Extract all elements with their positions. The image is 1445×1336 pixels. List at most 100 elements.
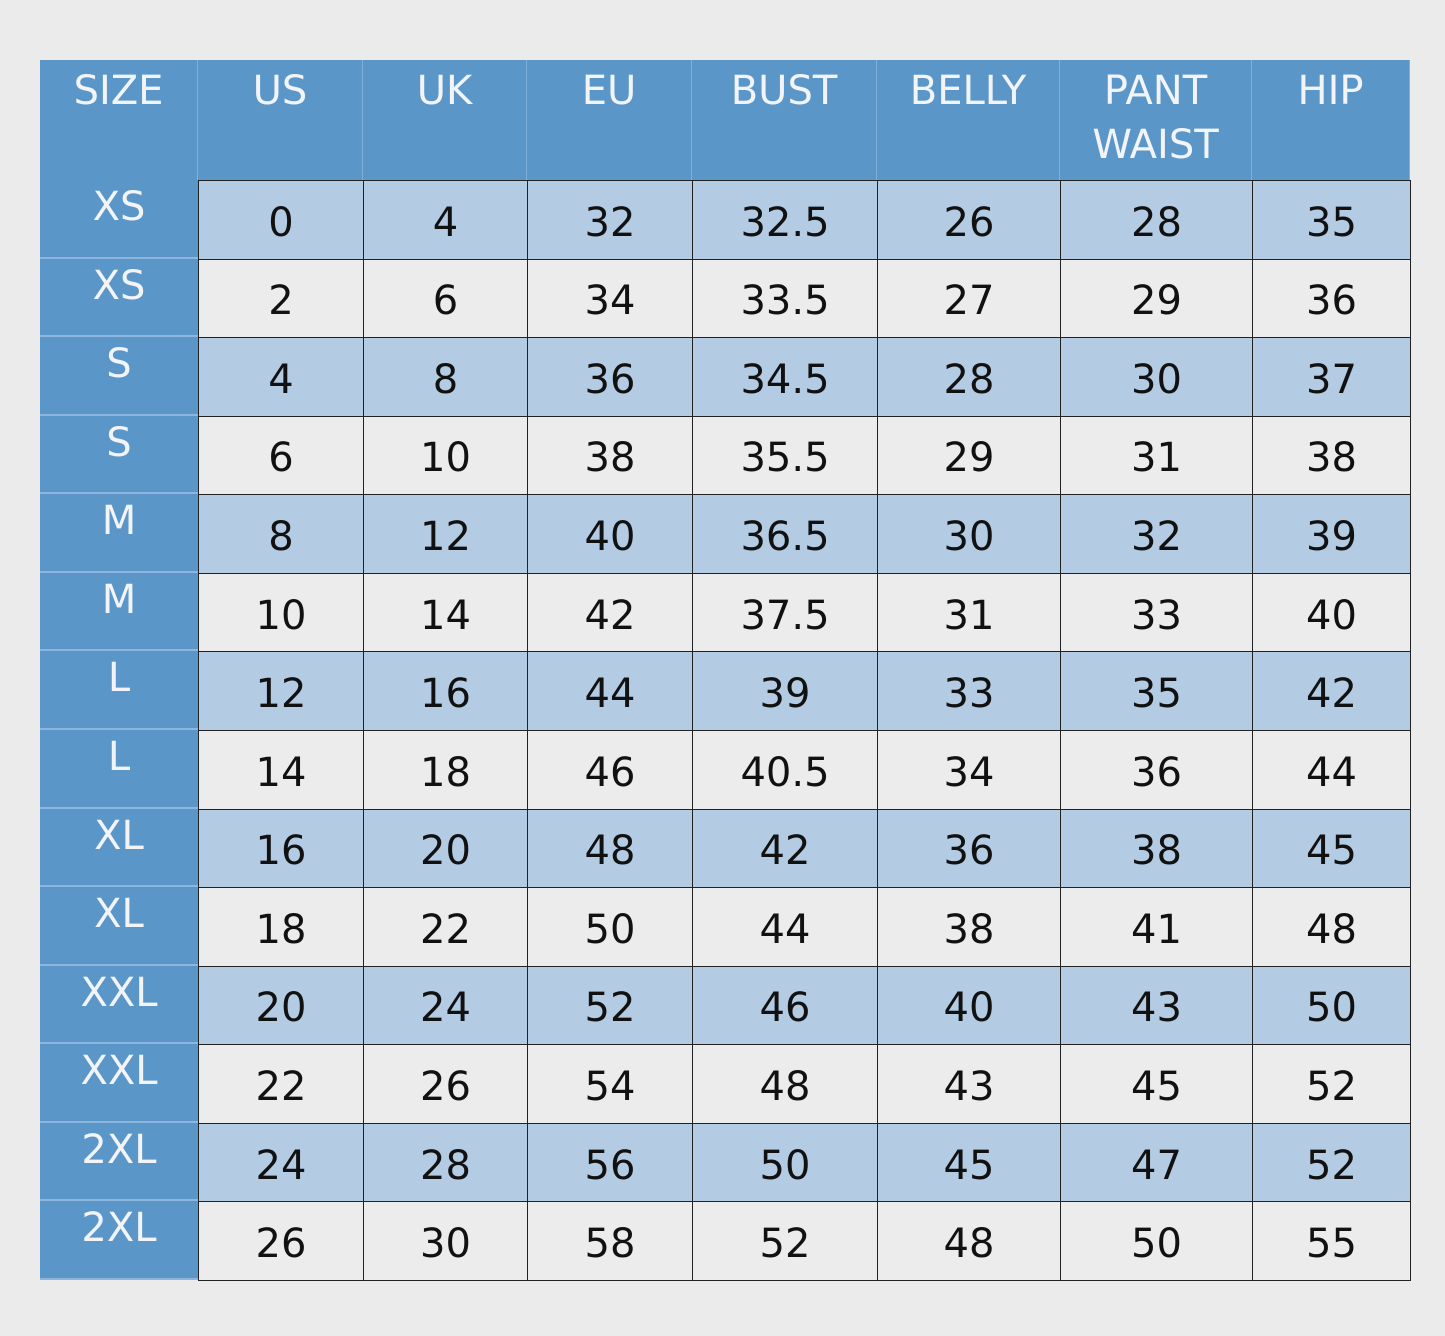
table-cell: 52 — [527, 965, 693, 1046]
column-header: UK — [363, 60, 527, 180]
table-cell: 10 — [363, 415, 528, 496]
table-cell: 45 — [1252, 808, 1411, 889]
table-cell: 39 — [1252, 494, 1411, 574]
table-cell: 22 — [198, 1044, 364, 1124]
table-cell: 50 — [692, 1122, 878, 1203]
table-cell: 38 — [1252, 415, 1411, 496]
table-cell: 43 — [877, 1044, 1061, 1124]
column-header: EU — [527, 60, 692, 180]
table-cell: 35 — [1252, 180, 1411, 260]
size-label: XL — [40, 887, 198, 966]
table-cell: 40 — [1252, 572, 1411, 653]
table-cell: 27 — [877, 258, 1061, 339]
table-cell: 50 — [527, 887, 693, 967]
table-cell: 35 — [1060, 651, 1253, 731]
table-cell: 48 — [877, 1201, 1061, 1281]
table-cell: 8 — [198, 494, 364, 574]
table-cell: 34 — [877, 730, 1061, 810]
table-cell: 10 — [198, 572, 364, 653]
table-cell: 42 — [1252, 651, 1411, 731]
table-cell: 36 — [877, 808, 1061, 889]
table-cell: 36 — [527, 337, 693, 417]
size-label: XS — [40, 180, 198, 259]
table-cell: 50 — [1252, 965, 1411, 1046]
column-header: PANT WAIST — [1060, 60, 1252, 180]
table-cell: 58 — [527, 1201, 693, 1281]
column-header: HIP — [1252, 60, 1410, 180]
table-cell: 16 — [198, 808, 364, 889]
table-cell: 4 — [363, 180, 528, 260]
table-cell: 33.5 — [692, 258, 878, 339]
size-label: XXL — [40, 1044, 198, 1123]
column-header: BUST — [692, 60, 877, 180]
table-cell: 32 — [1060, 494, 1253, 574]
size-label: XS — [40, 258, 198, 338]
column-header: BELLY — [877, 60, 1060, 180]
table-cell: 45 — [877, 1122, 1061, 1203]
table-cell: 12 — [198, 651, 364, 731]
table-cell: 33 — [877, 651, 1061, 731]
table-cell: 44 — [527, 651, 693, 731]
table-cell: 24 — [363, 965, 528, 1046]
table-cell: 44 — [692, 887, 878, 967]
table-cell: 52 — [1252, 1044, 1411, 1124]
table-cell: 52 — [692, 1201, 878, 1281]
table-cell: 30 — [363, 1201, 528, 1281]
table-cell: 28 — [363, 1122, 528, 1203]
table-cell: 46 — [527, 730, 693, 810]
table-cell: 35.5 — [692, 415, 878, 496]
table-cell: 40 — [877, 965, 1061, 1046]
table-cell: 14 — [198, 730, 364, 810]
table-cell: 6 — [363, 258, 528, 339]
table-cell: 30 — [877, 494, 1061, 574]
table-cell: 36 — [1252, 258, 1411, 339]
table-cell: 38 — [527, 415, 693, 496]
table-cell: 20 — [198, 965, 364, 1046]
table-cell: 50 — [1060, 1201, 1253, 1281]
size-label: S — [40, 337, 198, 416]
table-cell: 38 — [1060, 808, 1253, 889]
table-cell: 42 — [527, 572, 693, 653]
table-cell: 43 — [1060, 965, 1253, 1046]
column-header: US — [198, 60, 363, 180]
table-cell: 26 — [363, 1044, 528, 1124]
table-cell: 18 — [198, 887, 364, 967]
size-label: 2XL — [40, 1201, 198, 1280]
table-cell: 26 — [877, 180, 1061, 260]
size-label: M — [40, 494, 198, 573]
table-cell: 56 — [527, 1122, 693, 1203]
table-cell: 34.5 — [692, 337, 878, 417]
table-cell: 20 — [363, 808, 528, 889]
size-label: S — [40, 415, 198, 495]
table-cell: 41 — [1060, 887, 1253, 967]
table-cell: 34 — [527, 258, 693, 339]
size-label: 2XL — [40, 1122, 198, 1202]
size-label: L — [40, 651, 198, 730]
table-cell: 28 — [877, 337, 1061, 417]
size-label: L — [40, 730, 198, 809]
table-cell: 48 — [1252, 887, 1411, 967]
table-cell: 22 — [363, 887, 528, 967]
size-label: XXL — [40, 965, 198, 1045]
table-cell: 36.5 — [692, 494, 878, 574]
table-cell: 44 — [1252, 730, 1411, 810]
table-cell: 31 — [877, 572, 1061, 653]
table-cell: 38 — [877, 887, 1061, 967]
table-cell: 42 — [692, 808, 878, 889]
table-cell: 48 — [692, 1044, 878, 1124]
table-cell: 40 — [527, 494, 693, 574]
table-cell: 2 — [198, 258, 364, 339]
table-cell: 37.5 — [692, 572, 878, 653]
table-cell: 12 — [363, 494, 528, 574]
table-cell: 32.5 — [692, 180, 878, 260]
table-cell: 55 — [1252, 1201, 1411, 1281]
table-cell: 29 — [1060, 258, 1253, 339]
table-cell: 36 — [1060, 730, 1253, 810]
table-cell: 31 — [1060, 415, 1253, 496]
table-cell: 6 — [198, 415, 364, 496]
table-cell: 54 — [527, 1044, 693, 1124]
table-cell: 4 — [198, 337, 364, 417]
table-cell: 16 — [363, 651, 528, 731]
table-cell: 28 — [1060, 180, 1253, 260]
